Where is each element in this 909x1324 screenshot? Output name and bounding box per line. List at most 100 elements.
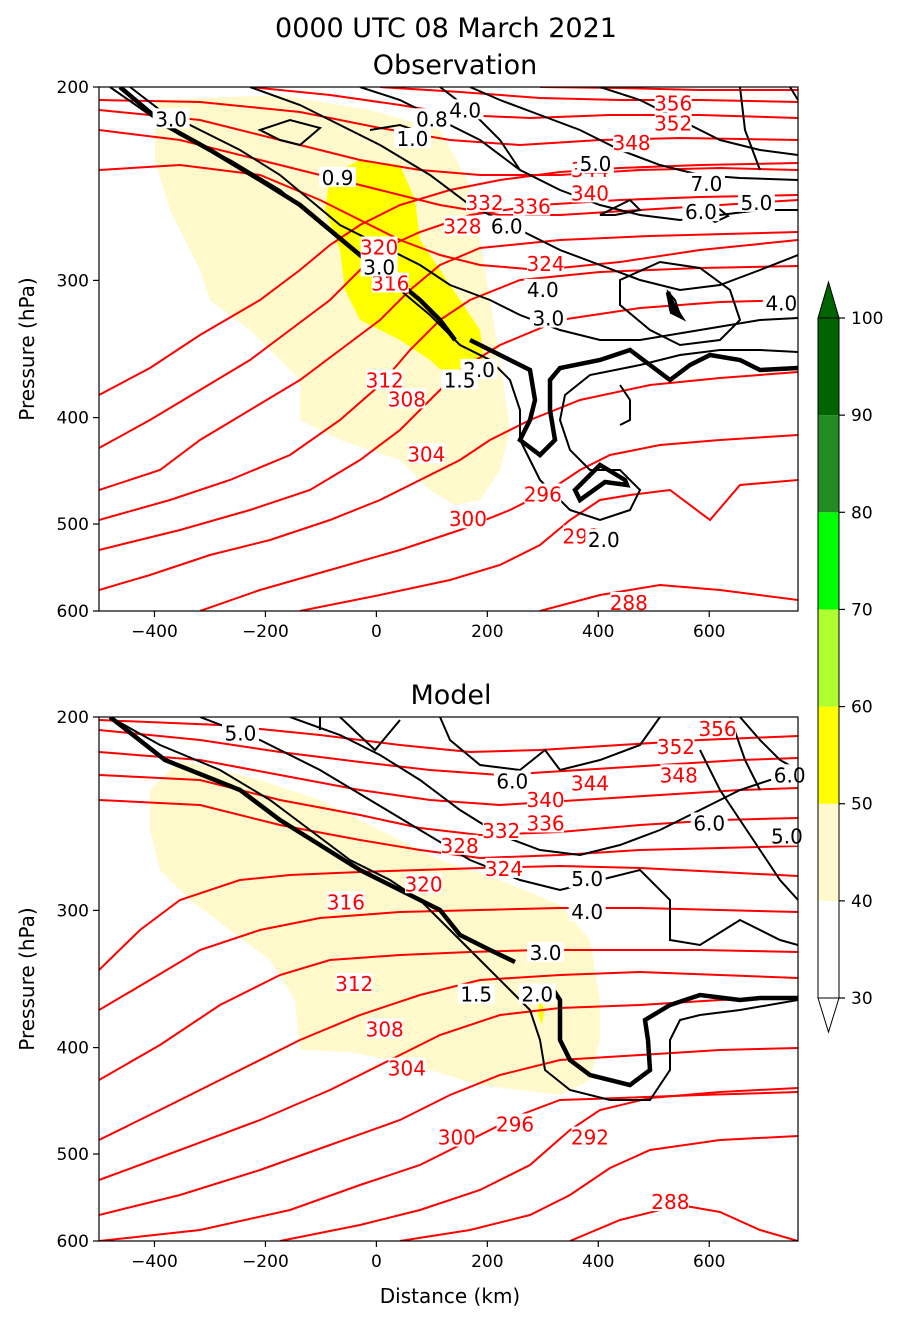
- theta-contour-label: 308: [388, 387, 426, 411]
- pv-contour-label-bg: [221, 722, 259, 743]
- theta-contour-label: 304: [388, 1057, 426, 1081]
- colorbar-bin: [818, 318, 839, 416]
- pv-contour-label-bg: [771, 764, 809, 785]
- y-ticks-bottom: 200 300 400 500 600: [57, 708, 99, 1252]
- theta-contour-label-bg: [513, 195, 551, 216]
- theta-contour-label-bg: [388, 1057, 426, 1078]
- colorbar-bin: [818, 415, 839, 513]
- pv-contour-label: 0.8: [416, 107, 448, 131]
- pv-contour-label-bg: [393, 127, 431, 148]
- theta-contour-label: 308: [366, 1017, 404, 1041]
- y-tick-label: 300: [57, 271, 89, 291]
- x-tick-label: 400: [582, 622, 614, 642]
- theta-contour-label-bg: [449, 508, 487, 529]
- theta-contour-label-bg: [610, 591, 648, 612]
- colorbar-tick-label: 100: [851, 309, 883, 329]
- y-tick-label: 400: [57, 409, 89, 429]
- theta-contour-label: 300: [438, 1126, 476, 1150]
- figure-title: 0000 UTC 08 March 2021: [275, 13, 617, 44]
- pv-contour-label-bg: [529, 307, 567, 328]
- pv-2pvu-thick-top: [118, 87, 798, 504]
- colorbar: 30 40 50 60 70 80 90 100: [817, 280, 883, 1034]
- x-tick-label: 0: [371, 1252, 382, 1272]
- pv-contour-label: 5.0: [225, 721, 257, 745]
- y-tick-label: 300: [57, 901, 89, 921]
- theta-contour-label: 288: [651, 1190, 689, 1214]
- model-panel: Model: [15, 680, 809, 1308]
- pv-contour-label: 4.0: [571, 900, 603, 924]
- pv-contour-label-bg: [446, 99, 484, 120]
- pv-contour-label-bg: [493, 770, 531, 791]
- colorbar-tick-label: 80: [851, 503, 873, 523]
- theta-contour-label: 324: [526, 252, 564, 276]
- pv-contour-label-bg: [441, 369, 479, 390]
- observation-plot-frame: [98, 86, 799, 612]
- colorbar-tick-label: 30: [851, 989, 873, 1009]
- pv-contour-label-bg: [690, 812, 728, 833]
- observation-title: Observation: [373, 50, 537, 81]
- colorbar-bin: [818, 706, 839, 804]
- theta-contour-label: 316: [327, 890, 365, 914]
- colorbar-extend-min: [817, 997, 840, 1034]
- theta-contour-label-bg: [654, 92, 692, 113]
- colorbar-tick-label: 60: [851, 698, 873, 718]
- theta-contour-label-bg: [443, 215, 481, 236]
- theta-contour-label-bg: [388, 388, 426, 409]
- pv-contour-label-bg: [527, 941, 565, 962]
- theta-contour-label: 320: [404, 872, 442, 896]
- pv-contour-label: 6.0: [496, 770, 528, 794]
- pv-contour-label: 3.0: [363, 256, 395, 280]
- theta-contour-label: 356: [654, 91, 692, 115]
- x-tick-label: −200: [242, 1252, 289, 1272]
- colorbar-tick-label: 70: [851, 600, 873, 620]
- theta-contour-label-bg: [366, 369, 404, 390]
- x-tick-label: −200: [242, 622, 289, 642]
- theta-contour-label-bg: [366, 1018, 404, 1039]
- pv-contour-label-bg: [682, 201, 720, 222]
- model-title: Model: [410, 680, 491, 711]
- y-tick-label: 600: [57, 1232, 89, 1252]
- pv-contour-label: 2.0: [588, 528, 620, 552]
- theta-contour-label-bg: [335, 972, 373, 993]
- pv-labels-top: 3.01.00.8 4.00.95.06.07.06.0 5.03.04.03.04…: [152, 98, 800, 552]
- pv-contour-label: 5.0: [571, 867, 603, 891]
- observation-panel: Observation: [15, 50, 800, 642]
- theta-contour-label: 348: [660, 763, 698, 787]
- theta-contour-label-bg: [438, 1126, 476, 1147]
- theta-contour-label: 324: [485, 857, 523, 881]
- x-tick-label: −400: [131, 622, 178, 642]
- theta-contour-label-bg: [699, 717, 737, 738]
- pv-contour-label: 5.0: [580, 152, 612, 176]
- theta-contour-label-bg: [613, 132, 651, 153]
- theta-contour-label-bg: [527, 812, 565, 833]
- theta-contour-label: 328: [441, 834, 479, 858]
- theta-contour-label-bg: [657, 736, 695, 757]
- pv-contour-label-bg: [568, 900, 606, 921]
- theta-contour-label-bg: [571, 182, 609, 203]
- x-tick-label: −400: [131, 1252, 178, 1272]
- pv-contour-label: 7.0: [691, 172, 723, 196]
- pv-contour-label: 0.9: [322, 166, 354, 190]
- pv-contour-label-bg: [687, 172, 725, 193]
- theta-contour-label-bg: [405, 873, 443, 894]
- pv-contour-label: 6.0: [685, 200, 717, 224]
- colorbar-bin: [818, 900, 839, 998]
- y-tick-label: 200: [57, 78, 89, 98]
- pv-contour-label-bg: [762, 292, 800, 313]
- theta-contour-label: 340: [571, 181, 609, 205]
- theta-contour-label: 336: [513, 195, 551, 219]
- pv-contour-label: 4.0: [449, 98, 481, 122]
- pv-contour-label-bg: [737, 191, 775, 212]
- colorbar-tick-label: 90: [851, 406, 873, 426]
- colorbar-bin: [818, 512, 839, 610]
- y-tick-label: 400: [57, 1039, 89, 1059]
- rh-40-50-area: [150, 760, 600, 1095]
- theta-contour-label-bg: [524, 483, 562, 504]
- pv-contour-label: 6.0: [693, 811, 725, 835]
- pv-contour-label-bg: [568, 868, 606, 889]
- theta-contour-label-bg: [407, 443, 445, 464]
- colorbar-tick-label: 50: [851, 795, 873, 815]
- pv-contour-label: 6.0: [774, 763, 806, 787]
